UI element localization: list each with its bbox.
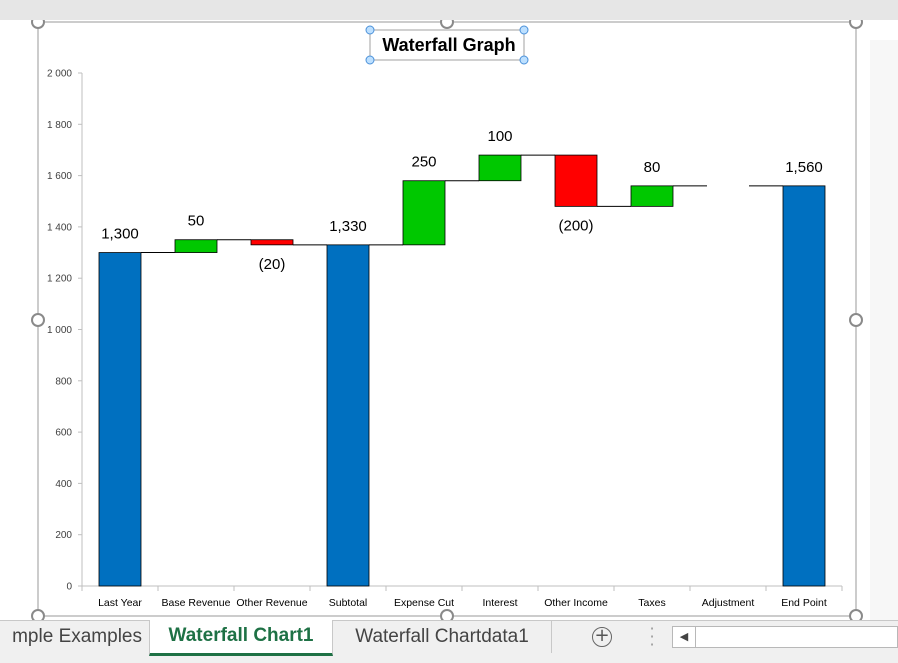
data-label: 50: [188, 213, 205, 230]
waterfall-chart[interactable]: 0 200 400 600 800 1 000 1 200 1 400 1 600 1 800 2 …: [0, 20, 898, 620]
chart-bars[interactable]: [98, 154, 826, 587]
data-label: (20): [259, 256, 286, 273]
bar-base-revenue[interactable]: [174, 239, 218, 253]
chart-resize-handle[interactable]: [31, 20, 45, 29]
chart-resize-handles[interactable]: [31, 20, 863, 620]
data-labels: 1,300 50 (20) 1,330 250 100 (200) 80 1,560: [101, 128, 823, 273]
y-tick-label: 600: [55, 428, 72, 439]
x-tick-label: Taxes: [638, 597, 665, 609]
y-tick-label: 800: [55, 376, 72, 387]
title-handle-br[interactable]: [519, 55, 529, 65]
connector-lines: [141, 154, 783, 254]
title-handle-tr[interactable]: [519, 25, 529, 35]
y-tick-label: 1 600: [47, 171, 72, 182]
sheet-tab-waterfall-chart1[interactable]: Waterfall Chart1: [149, 620, 333, 656]
chart-area-border[interactable]: [37, 21, 857, 617]
data-label: 80: [644, 159, 661, 176]
data-label: 1,330: [329, 218, 367, 235]
chart-resize-handle[interactable]: [849, 313, 863, 327]
y-tick-label: 2 000: [47, 69, 72, 80]
x-tick-label: Other Revenue: [236, 597, 307, 609]
data-label: 100: [487, 128, 512, 145]
y-tick-label: 1 000: [47, 325, 72, 336]
plus-circle-icon[interactable]: +: [592, 627, 612, 647]
chart-resize-handle[interactable]: [849, 20, 863, 29]
title-handle-tl[interactable]: [365, 25, 375, 35]
y-tick-label: 1 400: [47, 222, 72, 233]
bar-interest[interactable]: [478, 154, 522, 182]
y-tick-label: 400: [55, 479, 72, 490]
data-label: 250: [411, 154, 436, 171]
bar-last-year[interactable]: [98, 252, 142, 587]
horizontal-scrollbar[interactable]: [696, 626, 898, 648]
chart-resize-handle[interactable]: [440, 20, 454, 29]
chart-resize-handle[interactable]: [31, 313, 45, 327]
y-tick-label: 0: [66, 582, 72, 593]
bar-expense-cut[interactable]: [402, 180, 446, 246]
chart-title-box[interactable]: Waterfall Graph: [365, 25, 529, 65]
caret-left-icon[interactable]: ◀: [672, 626, 696, 648]
title-handle-bl[interactable]: [365, 55, 375, 65]
bar-end-point[interactable]: [782, 185, 826, 587]
chart-resize-handle[interactable]: [440, 609, 454, 620]
worksheet-area[interactable]: 0 200 400 600 800 1 000 1 200 1 400 1 600 1 800 2 …: [0, 20, 898, 640]
bar-taxes[interactable]: [630, 185, 674, 207]
y-tick-label: 200: [55, 530, 72, 541]
sheet-tab-bar: mple Examples Waterfall Chart1 Waterfall…: [0, 620, 898, 663]
chart-resize-handle[interactable]: [849, 609, 863, 620]
sheet-margin: [870, 40, 898, 640]
bar-other-income[interactable]: [554, 154, 598, 207]
chart-title[interactable]: Waterfall Graph: [382, 35, 515, 55]
data-label: 1,300: [101, 226, 139, 243]
chart-title-frame[interactable]: [369, 29, 525, 61]
sheet-tab-examples[interactable]: mple Examples: [12, 626, 142, 647]
x-tick-label: Subtotal: [329, 597, 368, 609]
x-tick-label: Expense Cut: [394, 597, 454, 609]
chart-resize-handle[interactable]: [31, 609, 45, 620]
chart-axes: 0 200 400 600 800 1 000 1 200 1 400 1 600 1 800 2 …: [47, 69, 843, 609]
x-tick-label: Interest: [482, 597, 517, 609]
y-tick-label: 1 200: [47, 274, 72, 285]
x-tick-label: Last Year: [98, 597, 142, 609]
x-tick-label: Adjustment: [702, 597, 755, 609]
bar-subtotal[interactable]: [326, 244, 370, 587]
formula-area: [0, 0, 898, 21]
x-tick-label: Other Income: [544, 597, 608, 609]
x-tick-label: Base Revenue: [162, 597, 231, 609]
x-tick-label: End Point: [781, 597, 827, 609]
bar-other-revenue[interactable]: [250, 239, 294, 246]
data-label: (200): [558, 217, 593, 234]
y-tick-label: 1 800: [47, 120, 72, 131]
vertical-dots-icon[interactable]: · · ·: [649, 619, 655, 654]
sheet-tab-waterfall-chartdata1[interactable]: Waterfall Chartdata1: [333, 621, 552, 653]
data-label: 1,560: [785, 159, 823, 176]
